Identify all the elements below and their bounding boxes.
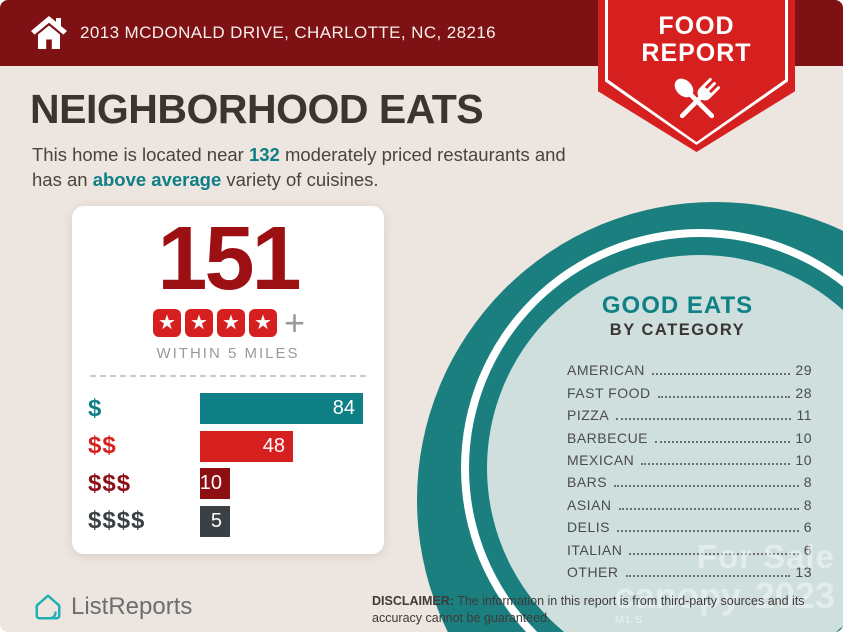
star-icon: ★ [216, 309, 245, 337]
variety-highlight: above average [92, 168, 222, 190]
dotted-leader [614, 485, 799, 488]
listreports-logo: ListReports [33, 592, 192, 622]
home-icon [31, 16, 67, 49]
food-report-ribbon: FOOD REPORT [598, 0, 795, 152]
category-value: 6 [803, 519, 812, 536]
category-label: FAST FOOD [567, 384, 651, 401]
category-label: MEXICAN [567, 451, 635, 468]
plus-suffix: + [283, 302, 306, 343]
price-bar-value: 48 [262, 434, 285, 457]
ribbon-title-line1: FOOD [658, 12, 735, 40]
price-bar: 5 [200, 505, 230, 537]
good-eats-panel: GOOD EATS BY CATEGORY AMERICAN 29 FAST FOO… [535, 292, 820, 580]
price-bar-row: $84 [88, 390, 384, 428]
category-row: ITALIAN 6 [567, 535, 812, 558]
category-row: PIZZA 11 [567, 401, 812, 423]
crossed-spoon-fork-icon [674, 77, 720, 119]
cuisine-category-list: AMERICAN 29 FAST FOOD 28 PIZZA 11 BARBECUE 10 ME… [535, 356, 820, 580]
star-rating: ★ ★ ★ ★ + [72, 302, 384, 343]
category-value: 10 [795, 429, 812, 446]
category-row: MEXICAN 10 [567, 446, 812, 468]
dotted-leader [616, 530, 799, 533]
price-bar-row: $$$$ 5 [88, 503, 384, 541]
dotted-leader [618, 507, 799, 510]
disclaimer: DISCLAIMER: The information in this repo… [372, 593, 822, 627]
dotted-leader [641, 462, 791, 465]
star-icon: ★ [184, 309, 213, 337]
restaurant-count-highlight: 132 [248, 144, 280, 165]
price-tier-label: $$$$ [88, 507, 146, 535]
category-label: BARS [567, 474, 608, 491]
price-bar-row: $$$ 10 [88, 465, 384, 503]
category-value: 10 [795, 451, 812, 468]
dotted-leader [655, 440, 791, 443]
price-bar: 10 [199, 468, 230, 500]
category-label: DELIS [567, 519, 610, 536]
dotted-leader [625, 574, 791, 577]
category-value: 8 [803, 474, 812, 491]
category-label: ITALIAN [567, 541, 623, 558]
star-icon: ★ [248, 309, 277, 337]
listreports-house-icon [35, 594, 61, 620]
dotted-leader [651, 373, 791, 376]
listreports-wordmark: ListReports [71, 593, 193, 620]
intro-part2: moderately priced restaurants and [279, 144, 566, 165]
category-value: 8 [803, 496, 812, 513]
price-bar-value: 84 [332, 397, 355, 420]
intro-text: This home is located near 132 moderately… [32, 143, 612, 192]
category-row: ASIAN 8 [567, 490, 812, 513]
price-tier-label: $ [88, 394, 103, 422]
total-restaurant-count: 151 [157, 209, 301, 309]
good-eats-heading: GOOD EATS [601, 292, 754, 319]
ribbon-title-line2: REPORT [641, 39, 752, 67]
price-bar-value: 10 [199, 472, 222, 495]
restaurant-summary-card: 151 ★ ★ ★ ★ + WITHIN 5 MILES $84 $$ 48 $$$ 10 $$$… [72, 206, 384, 554]
category-row: AMERICAN 29 [567, 356, 812, 378]
disclaimer-text: The information in this report is from t… [372, 594, 805, 625]
price-tier-label: $$ [88, 432, 117, 460]
intro-part3: has an [32, 168, 93, 190]
category-row: BARS 8 [567, 468, 812, 490]
category-value: 13 [795, 563, 812, 580]
price-tier-label: $$$ [88, 469, 132, 497]
price-bar-value: 5 [210, 509, 222, 532]
price-bar: 48 [200, 430, 293, 462]
intro-part4: variety of cuisines. [221, 168, 379, 190]
radius-label: WITHIN 5 MILES [156, 345, 300, 362]
category-row: FAST FOOD 28 [567, 378, 812, 401]
price-bar-row: $$ 48 [88, 428, 384, 466]
category-value: 29 [795, 362, 812, 379]
category-row: DELIS 6 [567, 513, 812, 535]
dotted-leader [657, 395, 791, 398]
page-title: NEIGHBORHOOD EATS [30, 86, 484, 132]
price-tier-bar-chart: $84 $$ 48 $$$ 10 $$$$ 5 [88, 390, 384, 540]
category-label: OTHER [567, 563, 619, 580]
category-value: 28 [795, 384, 812, 401]
price-bar: 84 [200, 393, 363, 425]
dotted-leader [629, 552, 799, 555]
category-label: ASIAN [567, 496, 612, 513]
category-row: BARBECUE 10 [567, 423, 812, 446]
category-label: PIZZA [567, 407, 610, 424]
intro-part1: This home is located near [32, 144, 249, 165]
disclaimer-label: DISCLAIMER: [372, 594, 454, 608]
dashed-divider [90, 375, 366, 377]
category-row: OTHER 13 [567, 558, 812, 580]
category-value: 6 [803, 541, 812, 558]
category-label: AMERICAN [567, 362, 645, 379]
dotted-leader [616, 418, 792, 421]
category-value: 11 [796, 407, 812, 424]
ribbon-title: FOOD REPORT [598, 13, 795, 67]
category-label: BARBECUE [567, 429, 649, 446]
good-eats-subheading: BY CATEGORY [609, 321, 746, 339]
property-address: 2013 MCDONALD DRIVE, CHARLOTTE, NC, 2821… [80, 23, 497, 42]
star-icon: ★ [152, 309, 181, 337]
